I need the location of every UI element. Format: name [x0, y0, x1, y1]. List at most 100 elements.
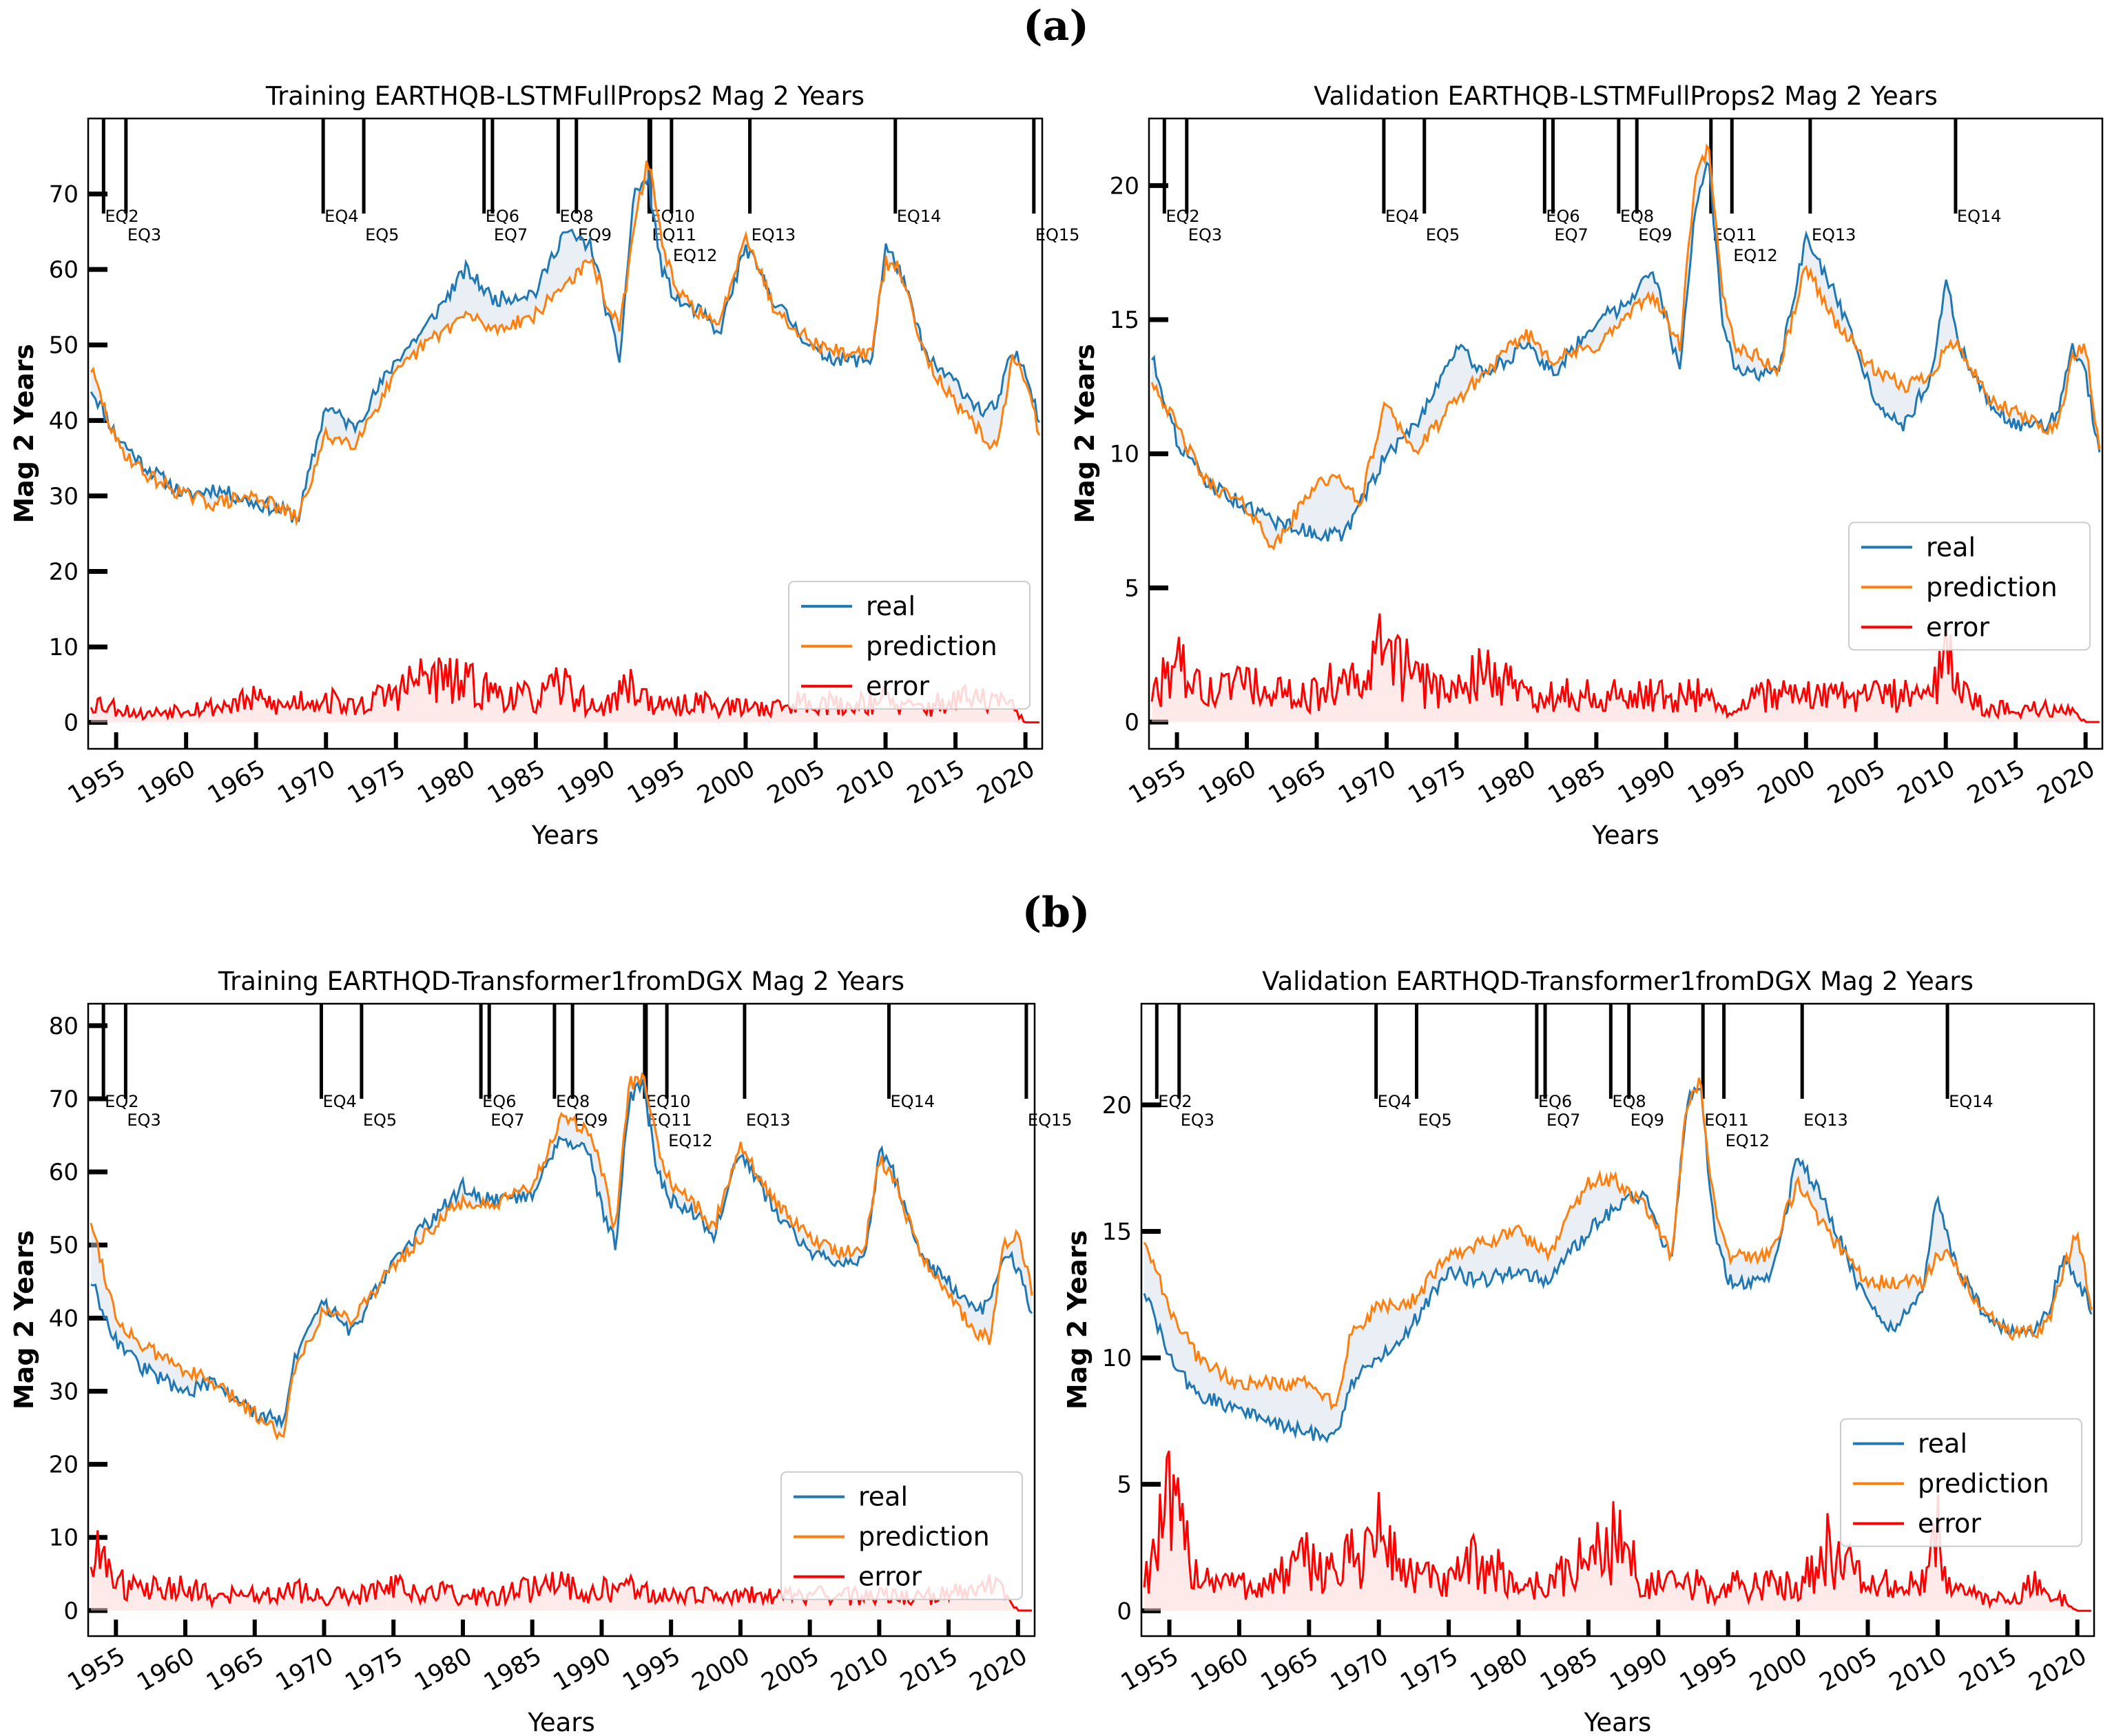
axes-frame [1148, 117, 2104, 750]
x-axis-label: Years [1591, 820, 1659, 850]
legend-label-real: real [1926, 532, 1976, 562]
event-label: EQ12 [1733, 246, 1778, 265]
chart-training-transformer: Training EARTHQD-Transformer1fromDGX Mag… [9, 967, 1073, 1736]
y-tick-label: 0 [63, 710, 79, 737]
real-prediction-band [91, 1074, 1032, 1438]
x-tick-label: 1955 [1124, 755, 1191, 809]
y-tick-label: 40 [49, 1305, 79, 1332]
x-tick-label: 2020 [2033, 755, 2100, 809]
x-tick-label: 1965 [203, 755, 270, 809]
event-label: EQ15 [1028, 1110, 1073, 1130]
y-tick-label: 60 [49, 256, 79, 284]
event-label: EQ15 [1035, 225, 1080, 245]
x-tick-label: 1965 [202, 1642, 269, 1697]
event-label: EQ9 [1630, 1110, 1664, 1130]
x-tick-label: 1970 [271, 1642, 338, 1697]
series-error-line [90, 1530, 1032, 1612]
y-tick-label: 50 [49, 332, 79, 360]
x-tick-label: 1955 [1117, 1642, 1183, 1697]
y-tick-label: 70 [49, 181, 79, 209]
legend-label-prediction: prediction [866, 631, 997, 661]
x-tick-label: 1985 [479, 1642, 546, 1697]
x-tick-label: 2010 [827, 1642, 893, 1697]
x-tick-label: 1990 [1613, 755, 1680, 809]
x-tick-label: 2000 [687, 1642, 754, 1697]
x-tick-label: 2005 [1815, 1642, 1882, 1697]
x-tick-label: 1990 [553, 755, 620, 809]
y-tick-label: 15 [1102, 1218, 1132, 1246]
series-error-line [1150, 613, 2100, 723]
event-label: EQ12 [668, 1131, 713, 1150]
event-label: EQ7 [490, 1110, 524, 1130]
x-tick-label: 1955 [63, 755, 130, 809]
event-label: EQ11 [652, 225, 696, 245]
y-tick-label: 60 [49, 1159, 79, 1186]
series-prediction-line [90, 161, 1041, 527]
x-axis-label: Years [531, 820, 599, 850]
real-prediction-band [1144, 1077, 2091, 1441]
error-area [1144, 1451, 2091, 1611]
x-tick-label: 1995 [1684, 755, 1750, 809]
event-label: EQ2 [1158, 1092, 1192, 1111]
x-tick-label: 2000 [1745, 1642, 1812, 1697]
legend-label-error: error [1918, 1509, 1981, 1539]
event-label: EQ5 [363, 1110, 397, 1130]
x-tick-label: 1960 [134, 755, 200, 809]
legend-label-real: real [1918, 1429, 1967, 1459]
x-tick-label: 1985 [483, 755, 550, 809]
legend-label-prediction: prediction [1918, 1469, 2049, 1499]
x-axis-label: Years [1584, 1708, 1652, 1736]
x-tick-label: 1990 [549, 1642, 616, 1697]
y-tick-label: 10 [1102, 1345, 1132, 1372]
event-label: EQ9 [1638, 225, 1672, 245]
event-label: EQ14 [1949, 1092, 1994, 1111]
x-tick-label: 2010 [1885, 1642, 1951, 1697]
x-tick-label: 1980 [1466, 1642, 1533, 1697]
x-tick-label: 2020 [965, 1642, 1032, 1697]
error-area [91, 1530, 1032, 1611]
x-tick-label: 1985 [1544, 755, 1611, 809]
x-tick-label: 1995 [623, 755, 690, 809]
event-label: EQ11 [1712, 225, 1757, 245]
y-tick-label: 30 [49, 483, 79, 510]
event-label: EQ2 [105, 1092, 138, 1111]
event-label: EQ9 [574, 1110, 608, 1130]
y-tick-label: 20 [1110, 172, 1139, 200]
x-tick-label: 2015 [1955, 1642, 2022, 1697]
legend-label-prediction: prediction [858, 1522, 990, 1552]
x-tick-label: 2010 [1893, 755, 1960, 809]
event-label: EQ13 [1803, 1110, 1848, 1130]
event-label: EQ4 [322, 1092, 356, 1111]
y-tick-label: 0 [1117, 1598, 1132, 1625]
y-tick-label: 20 [49, 558, 79, 586]
legend: real prediction error [780, 1471, 1023, 1600]
x-tick-label: 1980 [413, 755, 480, 809]
y-tick-label: 30 [49, 1378, 79, 1405]
x-tick-label: 2015 [895, 1642, 962, 1697]
y-tick-label: 20 [1102, 1092, 1132, 1119]
event-label: EQ14 [897, 207, 942, 226]
event-label: EQ13 [1812, 225, 1856, 245]
x-tick-label: 2020 [973, 755, 1039, 809]
x-tick-label: 2005 [757, 1642, 824, 1697]
series-real-line [1150, 161, 2101, 542]
y-tick-label: 10 [1110, 441, 1139, 468]
x-tick-label: 1975 [343, 755, 410, 809]
y-tick-label: 20 [49, 1451, 79, 1479]
real-prediction-band [1152, 146, 2100, 549]
x-tick-label: 2010 [833, 755, 900, 809]
event-label: EQ2 [105, 207, 138, 226]
event-label: EQ6 [482, 1092, 516, 1111]
event-label: EQ14 [890, 1092, 935, 1111]
x-tick-label: 2015 [902, 755, 969, 809]
legend: real prediction error [788, 581, 1031, 710]
x-tick-label: 1970 [273, 755, 340, 809]
event-label: EQ3 [127, 225, 161, 245]
x-tick-label: 1975 [341, 1642, 408, 1697]
event-label: EQ7 [494, 225, 528, 245]
legend-label-error: error [866, 671, 929, 701]
series-prediction-line [1143, 1077, 2093, 1411]
x-axis-label: Years [527, 1708, 595, 1736]
y-axis-label: Mag 2 Years [1070, 344, 1100, 523]
